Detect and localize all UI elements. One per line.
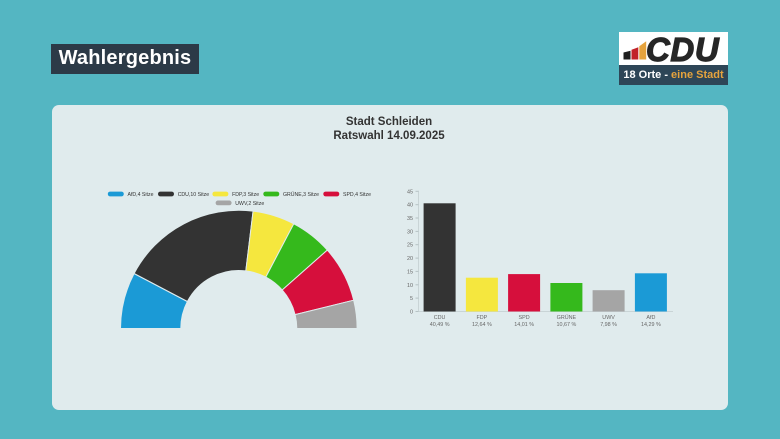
svg-text:0: 0: [410, 310, 413, 316]
svg-text:CDU: CDU: [434, 315, 446, 321]
svg-text:12,64 %: 12,64 %: [472, 322, 492, 328]
svg-text:30: 30: [407, 229, 413, 235]
svg-text:14,01 %: 14,01 %: [514, 322, 534, 328]
svg-text:35: 35: [407, 216, 413, 222]
svg-text:FDP: FDP: [477, 315, 488, 321]
svg-text:Ratswahl 14.09.2025: Ratswahl 14.09.2025: [333, 130, 445, 142]
svg-text:14,29 %: 14,29 %: [641, 322, 661, 328]
svg-text:Stadt Schleiden: Stadt Schleiden: [346, 116, 432, 128]
svg-text:CDU,10 Sitze: CDU,10 Sitze: [178, 192, 210, 198]
svg-text:AfD: AfD: [646, 315, 655, 321]
svg-text:SPD,4 Sitze: SPD,4 Sitze: [343, 192, 371, 198]
svg-text:UWV: UWV: [602, 315, 615, 321]
svg-text:45: 45: [407, 189, 413, 195]
svg-text:25: 25: [407, 243, 413, 249]
svg-text:FDP,3 Sitze: FDP,3 Sitze: [232, 192, 259, 198]
svg-text:20: 20: [407, 256, 413, 262]
svg-text:5: 5: [410, 296, 413, 302]
svg-text:GRÜNE,3 Sitze: GRÜNE,3 Sitze: [283, 191, 319, 198]
svg-text:10,67 %: 10,67 %: [557, 322, 577, 328]
svg-text:AfD,4 Sitze: AfD,4 Sitze: [128, 192, 154, 198]
svg-text:SPD: SPD: [519, 315, 530, 321]
svg-text:15: 15: [407, 269, 413, 275]
svg-text:10: 10: [407, 283, 413, 289]
svg-text:40: 40: [407, 203, 413, 209]
svg-text:UWV,2 Sitze: UWV,2 Sitze: [235, 201, 264, 207]
svg-text:40,49 %: 40,49 %: [430, 322, 450, 328]
svg-text:GRÜNE: GRÜNE: [557, 314, 577, 321]
svg-text:7,98 %: 7,98 %: [600, 322, 617, 328]
